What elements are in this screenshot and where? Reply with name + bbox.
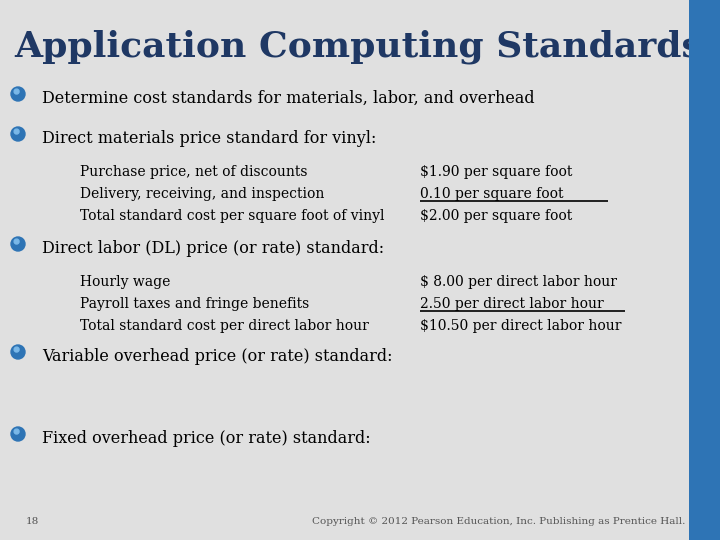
Text: Variable overhead price (or rate) standard:: Variable overhead price (or rate) standa… xyxy=(42,348,392,365)
Text: 0.10 per square foot: 0.10 per square foot xyxy=(420,187,564,201)
Text: 18: 18 xyxy=(26,517,40,526)
Text: Copyright © 2012 Pearson Education, Inc. Publishing as Prentice Hall.: Copyright © 2012 Pearson Education, Inc.… xyxy=(312,517,685,526)
Text: Hourly wage: Hourly wage xyxy=(80,275,171,289)
Text: Total standard cost per square foot of vinyl: Total standard cost per square foot of v… xyxy=(80,209,384,223)
Circle shape xyxy=(14,239,19,244)
Text: $10.50 per direct labor hour: $10.50 per direct labor hour xyxy=(420,319,621,333)
Circle shape xyxy=(11,87,25,101)
Circle shape xyxy=(14,429,19,434)
Text: Payroll taxes and fringe benefits: Payroll taxes and fringe benefits xyxy=(80,297,310,311)
Circle shape xyxy=(14,89,19,94)
Circle shape xyxy=(14,129,19,134)
Text: Fixed overhead price (or rate) standard:: Fixed overhead price (or rate) standard: xyxy=(42,430,371,447)
Circle shape xyxy=(11,127,25,141)
Circle shape xyxy=(11,345,25,359)
Circle shape xyxy=(11,237,25,251)
Text: Direct materials price standard for vinyl:: Direct materials price standard for viny… xyxy=(42,130,377,147)
Text: 2.50 per direct labor hour: 2.50 per direct labor hour xyxy=(420,297,604,311)
Bar xyxy=(689,0,720,540)
Text: $2.00 per square foot: $2.00 per square foot xyxy=(420,209,572,223)
Text: Total standard cost per direct labor hour: Total standard cost per direct labor hou… xyxy=(80,319,369,333)
Text: Application Computing Standards: Application Computing Standards xyxy=(14,30,702,64)
Text: Delivery, receiving, and inspection: Delivery, receiving, and inspection xyxy=(80,187,325,201)
Circle shape xyxy=(11,427,25,441)
Text: Determine cost standards for materials, labor, and overhead: Determine cost standards for materials, … xyxy=(42,90,535,107)
Text: $1.90 per square foot: $1.90 per square foot xyxy=(420,165,572,179)
Circle shape xyxy=(14,347,19,352)
Text: Purchase price, net of discounts: Purchase price, net of discounts xyxy=(80,165,307,179)
Text: Direct labor (DL) price (or rate) standard:: Direct labor (DL) price (or rate) standa… xyxy=(42,240,384,257)
Text: $ 8.00 per direct labor hour: $ 8.00 per direct labor hour xyxy=(420,275,617,289)
